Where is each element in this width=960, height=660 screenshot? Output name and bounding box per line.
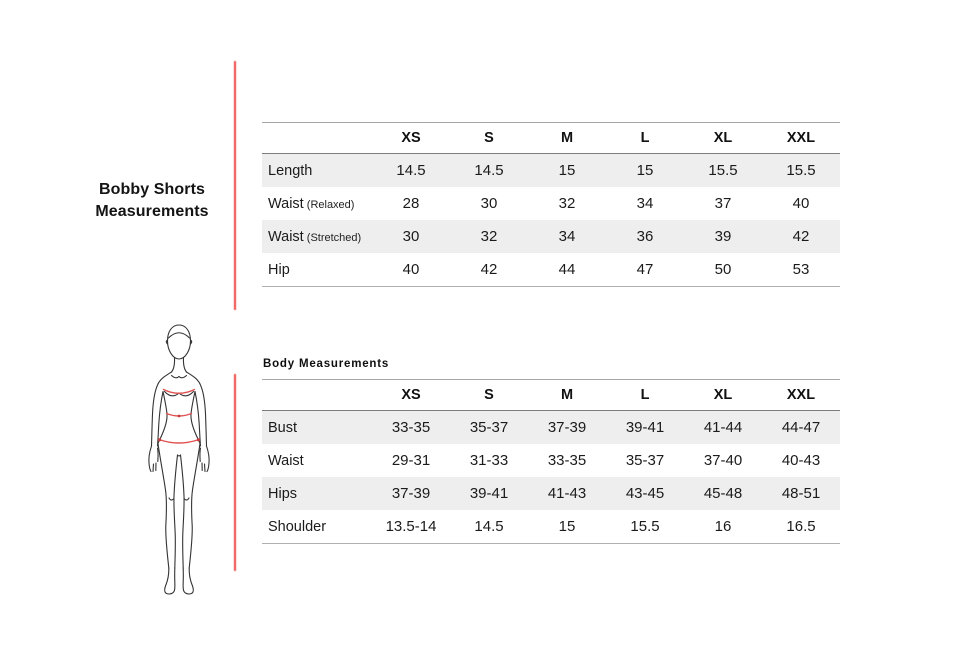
value-cell: 33-35 xyxy=(391,419,431,436)
value-cell: 29-31 xyxy=(391,452,431,469)
value-cell: 41-43 xyxy=(547,485,587,502)
value-cell: 14.5 xyxy=(474,162,504,179)
value-cell: 39-41 xyxy=(469,485,509,502)
size-header-row: XS S M L XL XXL xyxy=(262,380,840,411)
body-measurements-title: Body Measurements xyxy=(263,358,390,370)
empty-header-cell xyxy=(262,123,372,154)
size-header: XS xyxy=(401,130,421,146)
row-label: Hips xyxy=(268,485,298,502)
size-header: L xyxy=(640,130,650,146)
table-row: Shoulder 13.5-14 14.5 15 15.5 16 16.5 xyxy=(262,510,840,544)
size-header: XXL xyxy=(786,130,816,146)
value-cell: 48-51 xyxy=(781,485,821,502)
value-cell: 44-47 xyxy=(781,419,821,436)
size-header: M xyxy=(560,130,574,146)
value-cell: 31-33 xyxy=(469,452,509,469)
size-header-row: XS S M L XL XXL xyxy=(262,123,840,154)
size-header: L xyxy=(640,387,650,403)
value-cell: 15.5 xyxy=(786,162,816,179)
value-cell: 32 xyxy=(480,228,498,245)
value-cell: 28 xyxy=(402,195,420,212)
page-title-line1: Bobby Shorts xyxy=(98,181,206,198)
value-cell: 53 xyxy=(792,261,810,278)
value-cell: 44 xyxy=(558,261,576,278)
body-measurements-section: Body Measurements XS S M L XL XXL Bust 33-35 35-… xyxy=(262,358,840,544)
size-header: M xyxy=(560,387,574,403)
row-label: Waist (Relaxed) xyxy=(268,195,355,212)
page-title: Bobby Shorts Measurements xyxy=(52,179,252,223)
value-cell: 45-48 xyxy=(703,485,743,502)
size-header: XL xyxy=(713,387,733,403)
value-cell: 42 xyxy=(792,228,810,245)
value-cell: 37-39 xyxy=(391,485,431,502)
shorts-measurements-section: XS S M L XL XXL Length 14.5 14.5 15 15 15.5 15.5 Wais… xyxy=(262,122,840,287)
value-cell: 39-41 xyxy=(625,419,665,436)
row-label: Length xyxy=(268,162,313,179)
female-body-figure-icon xyxy=(138,318,222,605)
value-cell: 15.5 xyxy=(708,162,738,179)
value-cell: 37 xyxy=(714,195,732,212)
row-label: Shoulder xyxy=(268,518,327,535)
row-sublabel: (Relaxed) xyxy=(303,198,355,211)
size-header: XXL xyxy=(786,387,816,403)
size-header: S xyxy=(484,387,494,403)
value-cell: 16 xyxy=(714,518,732,535)
value-cell: 43-45 xyxy=(625,485,665,502)
size-header: XS xyxy=(401,387,421,403)
value-cell: 36 xyxy=(636,228,654,245)
value-cell: 47 xyxy=(636,261,654,278)
value-cell: 30 xyxy=(480,195,498,212)
value-cell: 40-43 xyxy=(781,452,821,469)
row-label: Waist xyxy=(268,452,304,469)
value-cell: 35-37 xyxy=(469,419,509,436)
value-cell: 15.5 xyxy=(630,518,660,535)
value-cell: 32 xyxy=(558,195,576,212)
table-row: Waist 29-31 31-33 33-35 35-37 37-40 40-43 xyxy=(262,444,840,477)
value-cell: 37-39 xyxy=(547,419,587,436)
page-title-line2: Measurements xyxy=(95,203,209,220)
value-cell: 33-35 xyxy=(547,452,587,469)
value-cell: 50 xyxy=(714,261,732,278)
value-cell: 37-40 xyxy=(703,452,743,469)
size-header: XL xyxy=(713,130,733,146)
row-label: Bust xyxy=(268,419,298,436)
value-cell: 15 xyxy=(558,518,576,535)
row-label: Waist (Stretched) xyxy=(268,228,362,245)
value-cell: 41-44 xyxy=(703,419,743,436)
value-cell: 40 xyxy=(402,261,420,278)
table-row: Hip 40 42 44 47 50 53 xyxy=(262,253,840,287)
value-cell: 42 xyxy=(480,261,498,278)
shorts-measurements-table: XS S M L XL XXL Length 14.5 14.5 15 15 15.5 15.5 Wais… xyxy=(262,122,840,287)
value-cell: 13.5-14 xyxy=(385,518,437,535)
value-cell: 16.5 xyxy=(786,518,816,535)
size-header: S xyxy=(484,130,494,146)
value-cell: 34 xyxy=(558,228,576,245)
body-measurements-table: XS S M L XL XXL Bust 33-35 35-37 37-39 39-41 41-44 4… xyxy=(262,379,840,544)
table-row: Waist (Stretched) 30 32 34 36 39 42 xyxy=(262,220,840,253)
value-cell: 34 xyxy=(636,195,654,212)
table-row: Waist (Relaxed) 28 30 32 34 37 40 xyxy=(262,187,840,220)
accent-divider-bottom xyxy=(234,374,236,571)
empty-header-cell xyxy=(262,380,372,411)
value-cell: 39 xyxy=(714,228,732,245)
value-cell: 30 xyxy=(402,228,420,245)
row-sublabel: (Stretched) xyxy=(303,231,362,244)
value-cell: 15 xyxy=(558,162,576,179)
value-cell: 14.5 xyxy=(474,518,504,535)
row-label: Hip xyxy=(268,261,290,278)
table-row: Bust 33-35 35-37 37-39 39-41 41-44 44-47 xyxy=(262,410,840,444)
value-cell: 15 xyxy=(636,162,654,179)
accent-divider-top xyxy=(234,61,236,310)
value-cell: 40 xyxy=(792,195,810,212)
table-row: Length 14.5 14.5 15 15 15.5 15.5 xyxy=(262,153,840,187)
value-cell: 35-37 xyxy=(625,452,665,469)
value-cell: 14.5 xyxy=(396,162,426,179)
table-row: Hips 37-39 39-41 41-43 43-45 45-48 48-51 xyxy=(262,477,840,510)
